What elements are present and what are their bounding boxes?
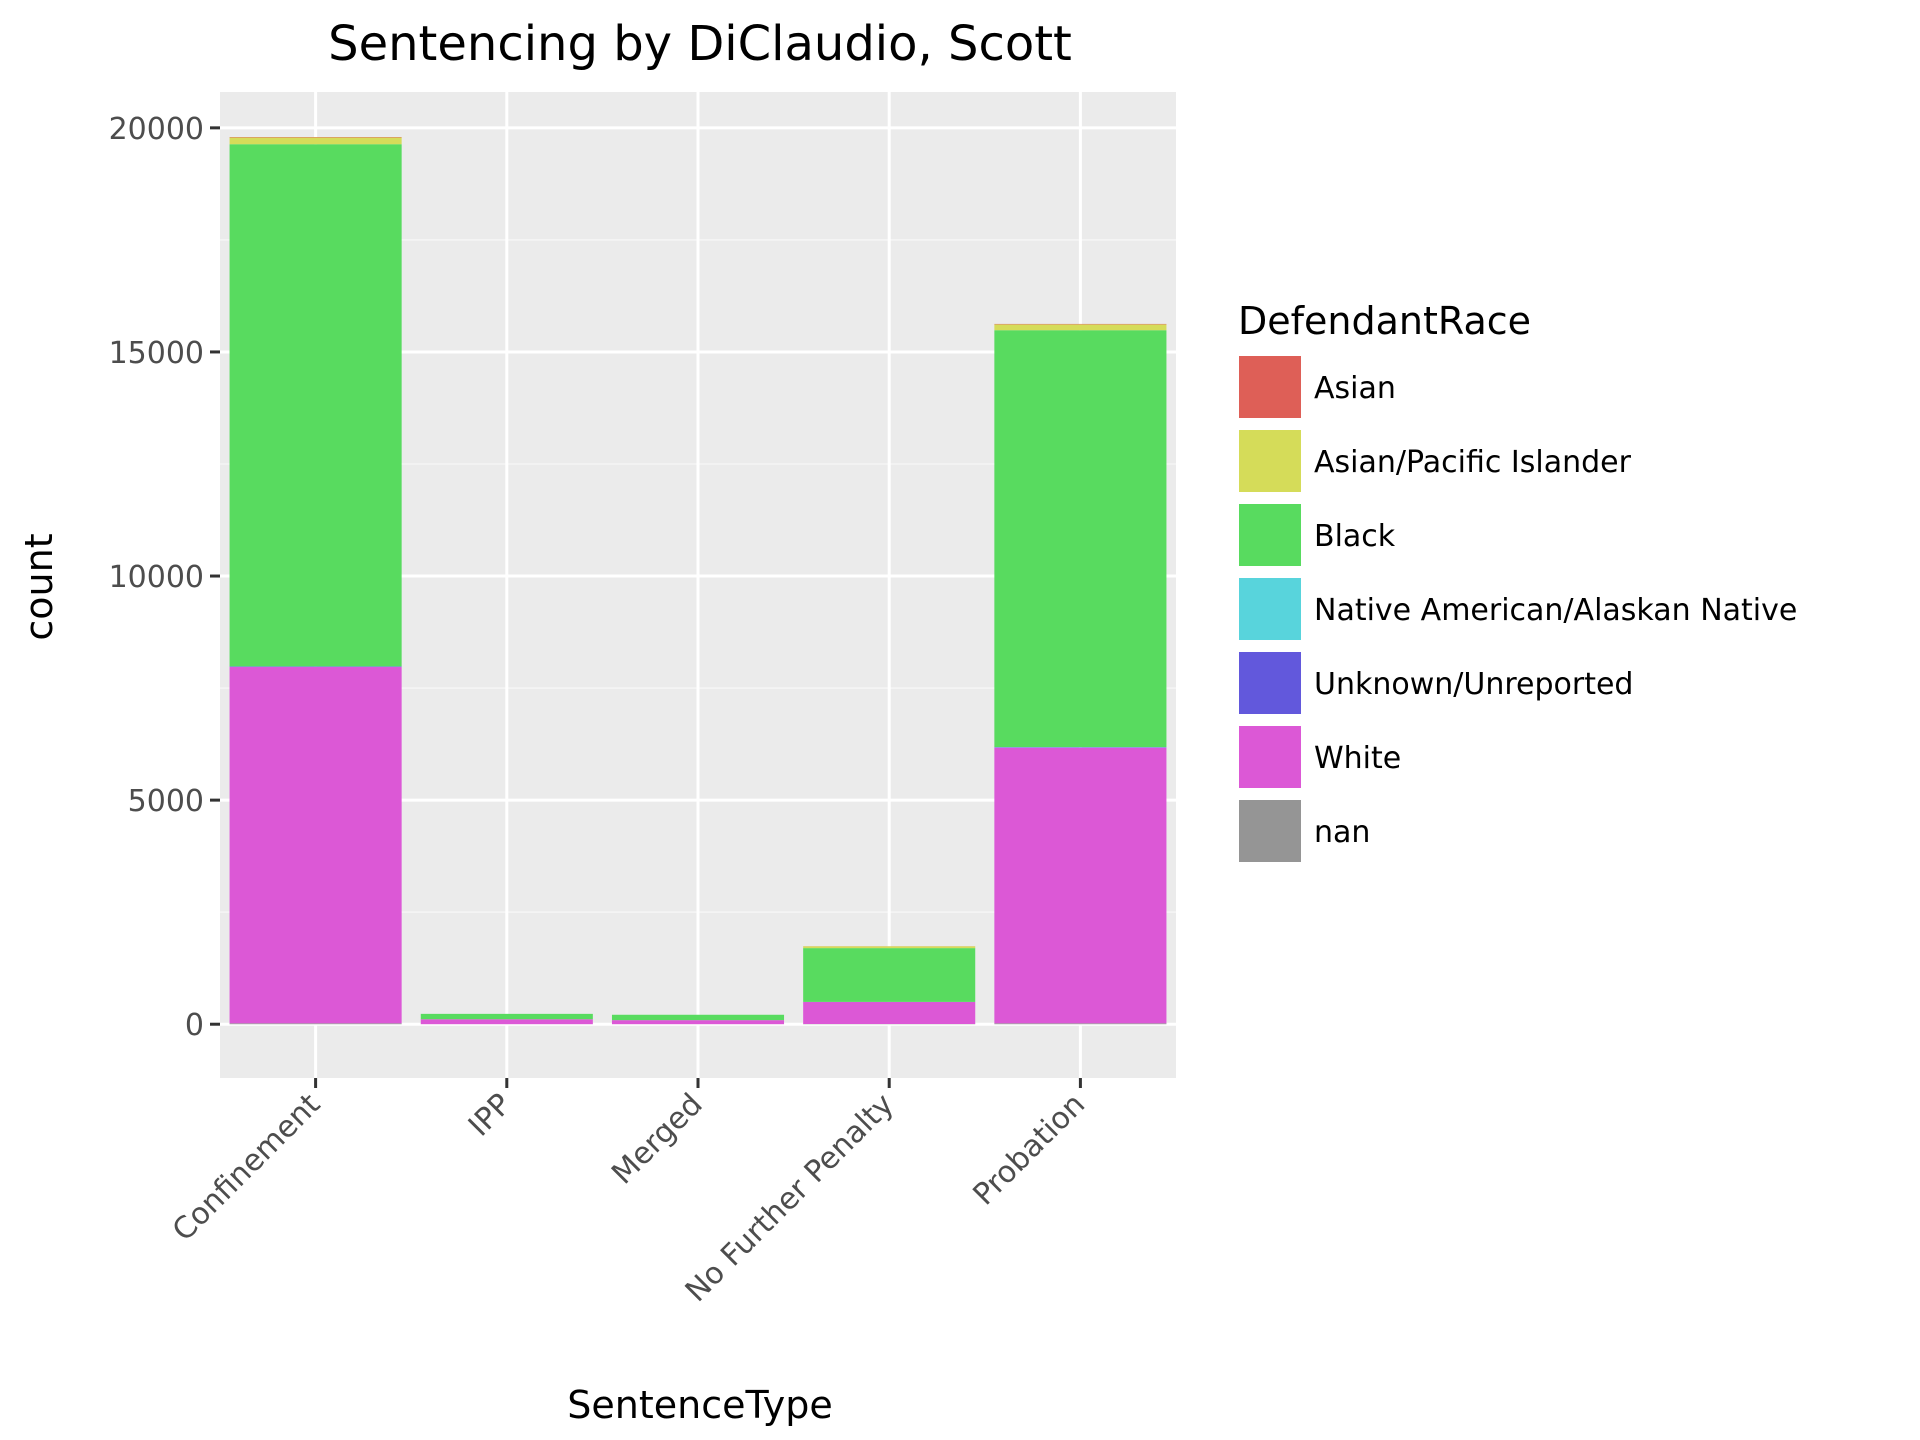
bar-segment-no-further-penalty-asian-pacific-islander	[803, 946, 976, 949]
legend-label-white: White	[1314, 741, 1401, 776]
legend-label-unknown-unreported: Unknown/Unreported	[1314, 667, 1633, 702]
y-axis: 0 5000 10000 15000 20000	[109, 112, 220, 1043]
chart-title: Sentencing by DiClaudio, Scott	[328, 16, 1072, 72]
legend-label-asian: Asian	[1314, 371, 1396, 406]
legend-label-nan: nan	[1314, 815, 1370, 850]
legend-key-asian	[1237, 354, 1303, 420]
y-tick-label: 5000	[128, 784, 204, 819]
bar-segment-confinement-asian-pacific-islander	[229, 137, 402, 145]
y-tick-label: 20000	[109, 112, 204, 147]
bar-segment-confinement-nan	[229, 1023, 402, 1025]
bars	[229, 137, 1167, 1025]
bar-segment-merged-white	[611, 1020, 785, 1025]
bar-segment-no-further-penalty-black	[803, 948, 976, 1002]
bar-segment-probation-white	[994, 747, 1167, 1024]
y-tick-label: 0	[185, 1008, 204, 1043]
legend-key-asian-pacific-islander	[1237, 428, 1303, 494]
legend: DefendantRace Asian Asian/Pacific Islande…	[1237, 299, 1797, 864]
legend-title: DefendantRace	[1238, 299, 1531, 343]
x-axis-title: SentenceType	[567, 1383, 833, 1427]
bar-segment-confinement-white	[229, 667, 402, 1024]
legend-key-white	[1237, 724, 1303, 790]
y-tick-label: 15000	[109, 336, 204, 371]
bar-segment-probation-asian-pacific-islander	[994, 324, 1167, 331]
y-axis-title: count	[17, 533, 61, 640]
bar-segment-confinement-black	[229, 144, 402, 667]
bar-segment-probation-black	[994, 330, 1167, 748]
bar-segment-no-further-penalty-white	[803, 1002, 976, 1024]
y-tick-label: 10000	[109, 560, 204, 595]
bar-segment-ipp-black	[420, 1013, 593, 1020]
legend-key-native-american-alaskan-native	[1237, 576, 1303, 642]
legend-key-unknown-unreported	[1237, 650, 1303, 716]
legend-label-native-american-alaskan-native: Native American/Alaskan Native	[1314, 593, 1797, 628]
legend-key-nan	[1237, 798, 1303, 864]
bar-segment-merged-black	[611, 1014, 785, 1021]
bar-segment-probation-nan	[994, 1023, 1167, 1025]
legend-label-asian-pacific-islander: Asian/Pacific Islander	[1314, 445, 1632, 480]
bar-segment-ipp-white	[420, 1019, 593, 1025]
legend-label-black: Black	[1314, 519, 1396, 554]
legend-key-black	[1237, 502, 1303, 568]
